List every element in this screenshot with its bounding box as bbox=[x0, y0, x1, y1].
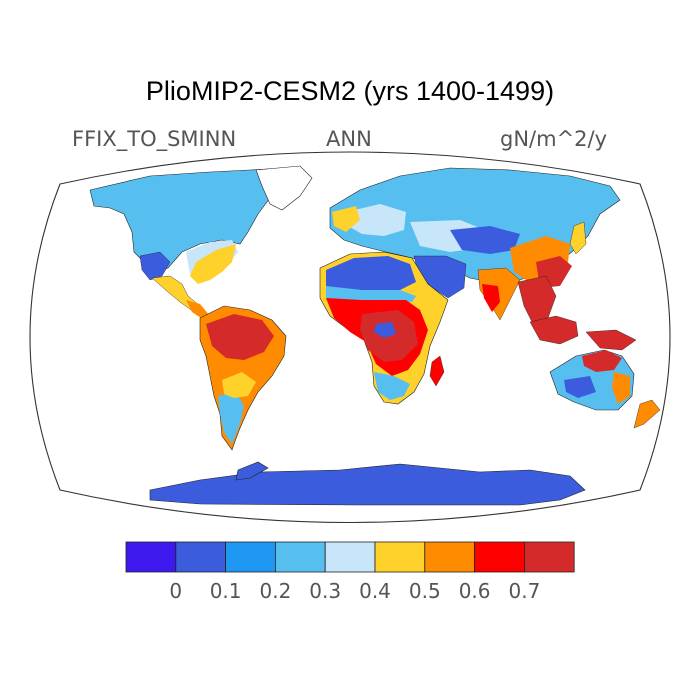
colorbar-tick-label: 0.7 bbox=[508, 579, 541, 603]
madagascar bbox=[429, 355, 445, 387]
season-label: ANN bbox=[326, 127, 372, 151]
australia-interior bbox=[564, 376, 596, 398]
new-zealand bbox=[633, 399, 661, 429]
south-america-south bbox=[218, 392, 244, 444]
borneo-sumatra bbox=[529, 315, 579, 345]
japan bbox=[569, 221, 587, 255]
antarctica bbox=[149, 463, 586, 506]
colorbar-swatch bbox=[374, 541, 426, 573]
europe-temperate bbox=[346, 204, 406, 236]
colorbar-swatch bbox=[274, 541, 326, 573]
amazon-rainforest bbox=[206, 314, 274, 360]
central-america bbox=[186, 300, 210, 320]
australia-north bbox=[582, 350, 622, 372]
india-west bbox=[482, 284, 500, 312]
colorbar-swatch bbox=[225, 541, 276, 573]
colorbar-swatch bbox=[524, 541, 575, 573]
colorbar-swatch bbox=[324, 541, 376, 573]
australia-east bbox=[612, 372, 630, 404]
colorbar-swatch bbox=[125, 541, 177, 573]
colorbar-tick-label: 0 bbox=[169, 579, 183, 603]
colorbar-tick-label: 0.2 bbox=[259, 579, 292, 603]
colorbar-tick-label: 0.4 bbox=[359, 579, 391, 603]
variable-name: FFIX_TO_SMINN bbox=[72, 127, 237, 151]
colorbar-swatch bbox=[474, 541, 525, 573]
congo-core bbox=[374, 322, 396, 338]
globe-outline bbox=[29, 151, 671, 523]
new-guinea bbox=[585, 329, 637, 351]
colorbar-tick-label: 0.3 bbox=[309, 579, 342, 603]
europe-south bbox=[332, 206, 360, 232]
colorbar-swatch bbox=[424, 541, 475, 573]
colorbar bbox=[125, 541, 575, 573]
sahara bbox=[326, 256, 416, 292]
north-america-southeast bbox=[190, 244, 236, 284]
southern-africa bbox=[374, 372, 410, 400]
north-america-deserts bbox=[139, 251, 171, 281]
colorbar-tick-label: 0.1 bbox=[209, 579, 242, 603]
colorbar-swatch bbox=[175, 541, 227, 573]
east-asia-deserts bbox=[450, 226, 520, 254]
sahel bbox=[326, 286, 416, 302]
south-america-mid bbox=[222, 372, 256, 398]
colorbar-tick-label: 0.6 bbox=[458, 579, 491, 603]
greenland bbox=[255, 165, 313, 211]
units-label: gN/m^2/y bbox=[500, 127, 608, 151]
antarctic-peninsula bbox=[235, 461, 269, 481]
map-title: PlioMIP2-CESM2 (yrs 1400-1499) bbox=[145, 76, 555, 106]
colorbar-tick-label: 0.5 bbox=[408, 579, 441, 603]
